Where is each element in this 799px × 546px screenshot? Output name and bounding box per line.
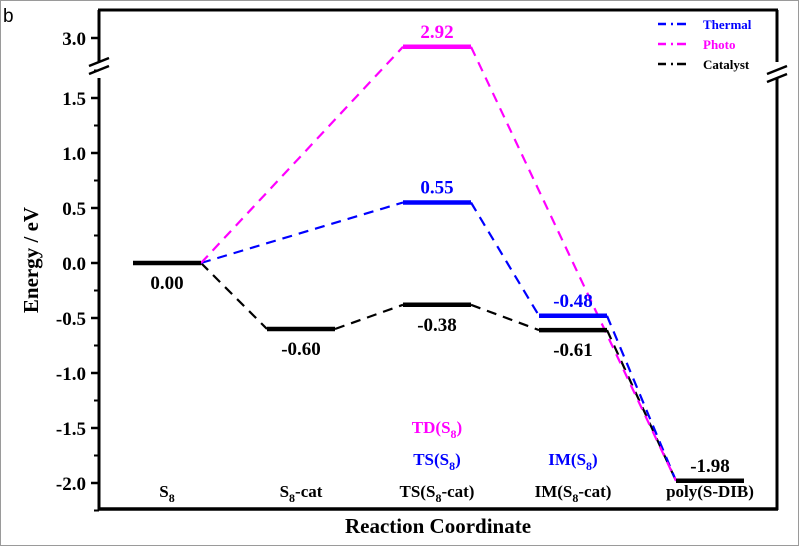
- value-label-catalyst: -1.98: [690, 456, 730, 477]
- connector-thermal: [470, 201, 540, 317]
- y-tick-label: -2.0: [56, 474, 86, 495]
- y-tick-label: -0.5: [56, 309, 86, 330]
- connector-catalyst: [470, 303, 540, 332]
- category-label: IM(S8-cat): [535, 482, 612, 505]
- y-tick-label: 1.5: [62, 89, 86, 110]
- connector-catalyst: [334, 303, 404, 331]
- axis-break-right: [766, 64, 788, 84]
- connector-catalyst: [605, 329, 678, 482]
- connector-lines: [200, 46, 678, 482]
- y-tick-label: 1.0: [62, 144, 86, 165]
- value-label-photo: 2.92: [420, 22, 453, 43]
- category-label-thermal: IM(S8): [548, 450, 597, 473]
- legend-entry-thermal: Thermal: [658, 17, 752, 32]
- legend-entry-photo: Photo: [658, 37, 736, 52]
- value-label-catalyst: -0.38: [417, 315, 457, 336]
- x-axis-title: Reaction Coordinate: [345, 514, 531, 538]
- category-label-thermal: TS(S8): [413, 450, 461, 473]
- category-label: poly(S-DIB): [666, 482, 754, 501]
- category-label: S8-cat: [280, 482, 323, 505]
- connector-thermal: [605, 315, 678, 482]
- connector-photo: [470, 46, 677, 482]
- panel-label: b: [3, 6, 14, 27]
- category-label: S8: [159, 482, 174, 505]
- value-label-thermal: -0.48: [553, 291, 593, 312]
- connector-photo: [200, 46, 404, 264]
- category-label-photo: TD(S8): [412, 418, 462, 441]
- energy-levels: [133, 44, 744, 484]
- legend-label: Photo: [703, 37, 736, 52]
- category-label: TS(S8-cat): [400, 482, 475, 505]
- plot-frame: [88, 8, 788, 511]
- value-label-catalyst: -0.60: [281, 339, 321, 360]
- legend-label: Catalyst: [703, 57, 750, 72]
- y-tick-label: 0.5: [62, 199, 86, 220]
- legend-entry-catalyst: Catalyst: [658, 57, 750, 72]
- y-axis-title: Energy / eV: [19, 207, 43, 313]
- category-labels: S8 S8-cat TS(S8-cat) IM(S8-cat) poly(S-DIB) T…: [159, 418, 754, 505]
- y-tick-label: 3.0: [62, 29, 86, 50]
- connector-thermal: [200, 201, 404, 265]
- y-tick-label: -1.5: [56, 419, 86, 440]
- legend: Thermal Photo Catalyst: [658, 17, 752, 72]
- connector-catalyst: [200, 262, 268, 330]
- legend-label: Thermal: [703, 17, 752, 32]
- value-label-catalyst: 0.00: [150, 273, 183, 294]
- y-tick-label: 0.0: [62, 254, 86, 275]
- y-tick-label: -1.0: [56, 364, 86, 385]
- value-label-catalyst: -0.61: [553, 340, 593, 361]
- value-labels: 0.55 -0.48 2.92 0.00 -0.60 -0.38 -0.61 -1.98: [150, 22, 729, 477]
- y-ticks: 3.0 1.5 1.0 0.5 0.0 -0.5 -1.0 -1.5 -2.0: [56, 29, 99, 512]
- value-label-thermal: 0.55: [420, 178, 453, 199]
